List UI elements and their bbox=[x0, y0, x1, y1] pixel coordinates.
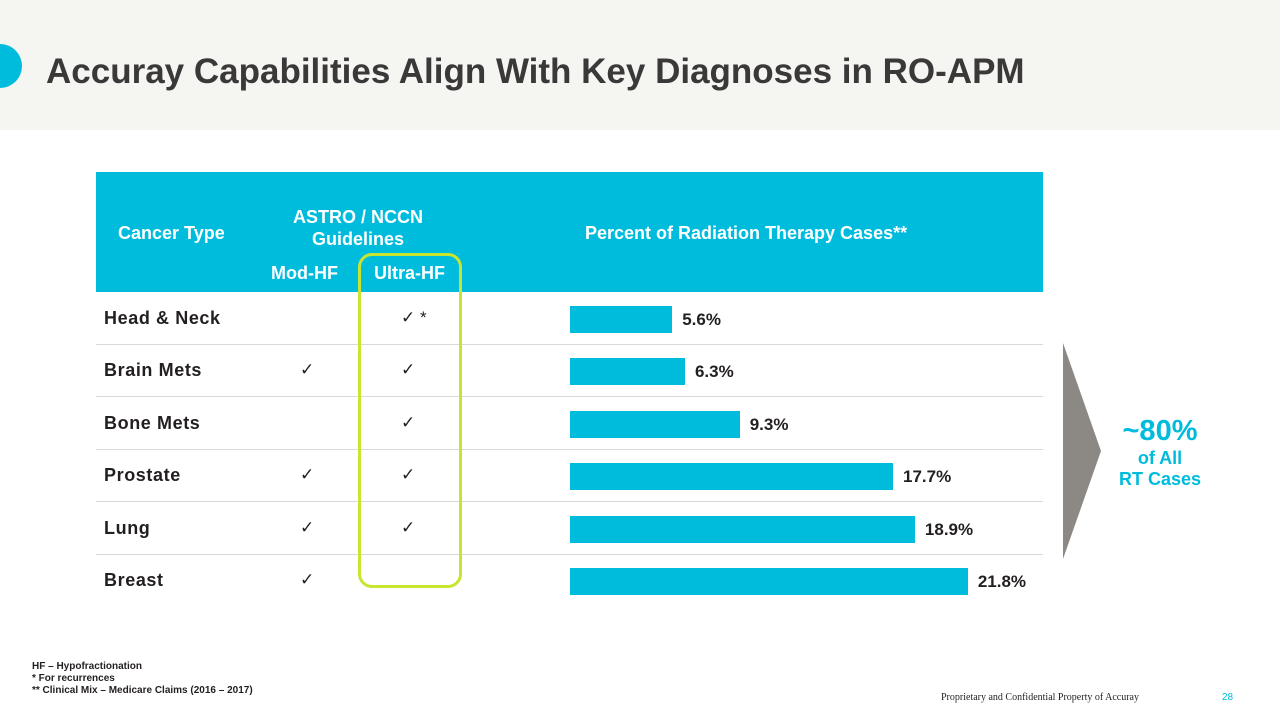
mod-hf-check: ✓ bbox=[300, 360, 315, 380]
ultra-hf-highlight bbox=[358, 253, 462, 588]
cancer-type-label: Breast bbox=[104, 570, 164, 590]
bar bbox=[570, 463, 894, 491]
accent-dot bbox=[0, 44, 22, 88]
cancer-type-label: Brain Mets bbox=[104, 360, 203, 381]
title-band: Accuray Capabilities Align With Key Diag… bbox=[0, 0, 1280, 130]
bar-value-label: 9.3% bbox=[749, 414, 789, 434]
cancer-type-label: Lung bbox=[104, 517, 151, 538]
callout: ~80% of All RT Cases bbox=[1098, 414, 1222, 490]
bar bbox=[570, 306, 673, 333]
bar-value-label: 21.8% bbox=[977, 572, 1027, 591]
ultra-hf-check: ✓ bbox=[401, 360, 416, 380]
header-cancer-type: Cancer Type bbox=[118, 223, 225, 243]
chevron-arrow-icon bbox=[1063, 343, 1101, 559]
mod-hf-check: ✓ bbox=[300, 465, 315, 485]
table-header: Cancer Type ASTRO / NCCN Guidelines Mod-… bbox=[96, 172, 1043, 292]
bar-value-label: 6.3% bbox=[694, 362, 734, 382]
row-divider bbox=[96, 501, 1043, 503]
ultra-hf-check: ✓ bbox=[401, 465, 416, 485]
bar bbox=[570, 568, 968, 595]
footnote-hf: HF – Hypofractionation bbox=[32, 661, 143, 672]
cancer-type-label: Bone Mets bbox=[104, 412, 201, 433]
bar bbox=[570, 358, 685, 386]
header-ultra-hf: Ultra-HF bbox=[374, 263, 445, 283]
callout-percent: ~80% bbox=[1122, 415, 1198, 447]
mod-hf-check: ✓ bbox=[300, 517, 315, 537]
table-row: Breast ✓ 21.8% bbox=[96, 555, 1043, 607]
bar-value-label: 17.7% bbox=[903, 467, 952, 487]
table-row: Bone Mets ✓ 9.3% bbox=[96, 398, 1043, 450]
ultra-hf-check: ✓ * bbox=[401, 308, 427, 327]
header-mod-hf: Mod-HF bbox=[271, 263, 338, 283]
footer-confidential: Proprietary and Confidential Property of… bbox=[941, 692, 1139, 703]
bar bbox=[570, 410, 740, 438]
ultra-hf-check: ✓ bbox=[401, 517, 416, 537]
header-percent: Percent of Radiation Therapy Cases** bbox=[585, 223, 908, 243]
row-divider bbox=[96, 448, 1043, 450]
page-title: Accuray Capabilities Align With Key Diag… bbox=[46, 52, 1025, 91]
table-row: Brain Mets ✓ ✓ 6.3% bbox=[96, 345, 1043, 398]
row-divider bbox=[96, 553, 1043, 555]
footnotes: HF – Hypofractionation * For recurrences… bbox=[32, 661, 253, 697]
cancer-type-label: Prostate bbox=[104, 465, 181, 486]
cancer-type-label: Head & Neck bbox=[104, 308, 221, 328]
mod-hf-check: ✓ bbox=[300, 570, 315, 589]
table-row: Prostate ✓ ✓ 17.7% bbox=[96, 450, 1043, 503]
bar-value-label: 18.9% bbox=[924, 519, 974, 539]
ultra-hf-check: ✓ bbox=[401, 412, 416, 432]
footnote-recurrences: * For recurrences bbox=[32, 673, 115, 684]
bar-value-label: 5.6% bbox=[682, 310, 721, 329]
table-row: Lung ✓ ✓ 18.9% bbox=[96, 503, 1043, 555]
callout-line-2: RT Cases bbox=[1118, 469, 1202, 489]
page-number: 28 bbox=[1222, 692, 1234, 703]
row-divider bbox=[96, 396, 1043, 398]
callout-line-1: of All bbox=[1137, 448, 1183, 468]
footnote-clinical-mix: ** Clinical Mix – Medicare Claims (2016 … bbox=[32, 685, 253, 696]
header-guidelines: ASTRO / NCCN Guidelines bbox=[293, 207, 423, 249]
bar bbox=[570, 515, 915, 543]
row-divider bbox=[96, 344, 1043, 345]
table-row: Head & Neck ✓ * 5.6% bbox=[96, 293, 1043, 345]
